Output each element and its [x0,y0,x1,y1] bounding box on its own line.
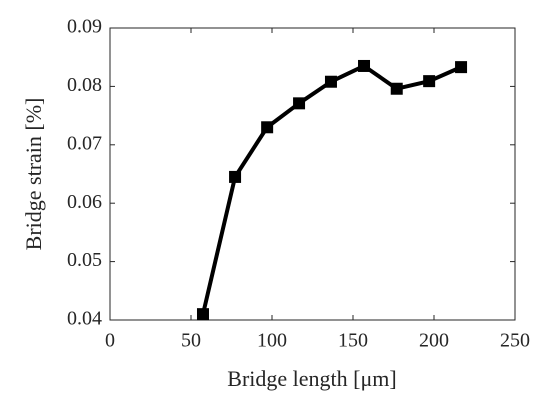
marker [261,121,274,134]
marker [229,170,242,183]
x-tick-label: 0 [105,330,115,352]
y-tick-label: 0.07 [67,132,102,154]
x-tick-label: 50 [181,330,201,352]
y-tick-label: 0.06 [67,191,102,213]
y-tick-label: 0.08 [67,74,102,96]
marker [390,82,403,95]
x-tick-label: 100 [257,330,287,352]
x-tick-label: 200 [419,330,449,352]
y-tick-label: 0.05 [67,249,102,271]
marker [196,308,209,321]
marker [455,61,468,74]
x-tick-label: 250 [500,330,530,352]
y-tick-label: 0.04 [67,308,102,330]
x-axis-label: Bridge length [μm] [227,366,396,391]
plot-frame [109,27,516,321]
y-tick-label: 0.09 [67,16,102,38]
y-axis-label: Bridge strain [%] [21,98,46,251]
marker [423,75,436,88]
x-tick-label: 150 [338,330,368,352]
line [201,63,462,315]
marker [358,59,371,72]
marker [324,75,337,88]
marker [293,97,306,110]
